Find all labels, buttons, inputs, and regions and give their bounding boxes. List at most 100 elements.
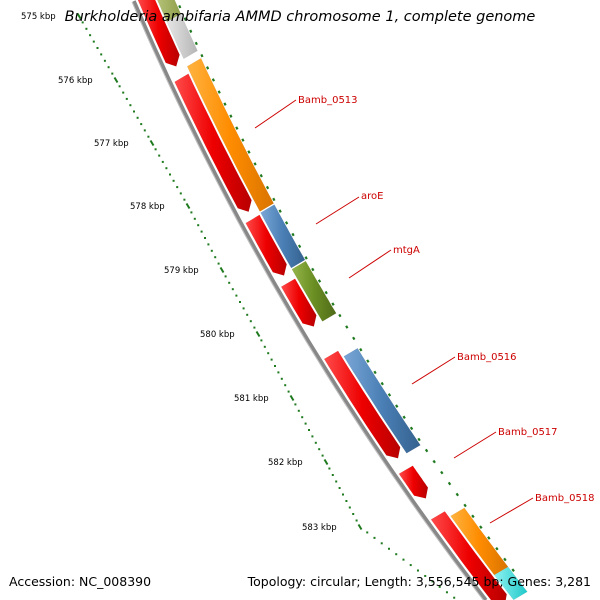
minor-tick — [179, 192, 182, 195]
minor-tick — [217, 262, 220, 265]
gene-features — [137, 0, 528, 600]
accession-text: Accession: NC_008390 — [9, 574, 152, 589]
tick-label: 582 kbp — [268, 458, 303, 468]
minor-tick — [311, 435, 314, 438]
minor-tick — [277, 371, 280, 374]
gene-bamb-0513 — [186, 57, 275, 212]
outer-tick — [223, 102, 227, 106]
minor-tick — [380, 542, 383, 545]
tick-label: 580 kbp — [200, 330, 235, 340]
minor-tick — [147, 135, 150, 138]
outer-tick — [241, 138, 245, 142]
backbone-line — [132, 0, 488, 600]
outer-tick — [511, 568, 515, 572]
outer-tick — [253, 162, 257, 166]
minor-tick — [338, 487, 341, 489]
gene-label[interactable]: mtgA — [393, 245, 420, 256]
minor-tick — [172, 179, 175, 182]
minor-tick — [154, 148, 157, 151]
gene-label[interactable]: Bamb_0516 — [457, 352, 517, 363]
minor-tick — [424, 574, 427, 577]
minor-tick — [260, 339, 263, 342]
major-tick — [289, 394, 295, 402]
gene-label[interactable]: Bamb_0513 — [298, 95, 358, 106]
major-tick — [219, 266, 225, 274]
minor-tick — [89, 34, 92, 37]
outer-tick — [206, 66, 210, 70]
minor-tick — [246, 313, 249, 316]
outer-tick — [265, 185, 270, 190]
minor-tick — [308, 429, 310, 431]
reverse-gene — [245, 214, 287, 276]
major-tick — [357, 523, 363, 531]
tick-label: 581 kbp — [234, 394, 269, 404]
outer-tick — [424, 448, 429, 453]
minor-tick — [96, 47, 99, 49]
minor-tick — [204, 237, 206, 239]
outer-tick — [417, 437, 421, 442]
minor-tick — [335, 480, 338, 483]
outer-tick — [178, 4, 182, 9]
reverse-gene — [174, 73, 252, 213]
minor-tick — [111, 72, 114, 75]
minor-tick — [176, 186, 179, 189]
gene-labels: Bamb_0513 aroE mtgA Bamb_0516 Bamb_0517 Bamb_… — [254, 95, 595, 524]
gene-leader-line — [411, 356, 456, 385]
forward-gene — [166, 13, 198, 60]
gene-leader-line — [254, 99, 297, 129]
minor-tick — [280, 377, 283, 380]
tick-label: 579 kbp — [164, 266, 199, 276]
minor-tick — [143, 129, 146, 132]
outer-tick — [304, 256, 308, 260]
outer-tick — [432, 459, 436, 464]
outer-tick — [200, 53, 204, 58]
backbone-highlight — [131, 1, 484, 600]
minor-tick — [190, 211, 193, 214]
minor-tick — [224, 275, 227, 278]
outer-tick — [311, 267, 315, 272]
minor-tick — [402, 558, 405, 561]
minor-tick — [263, 345, 266, 348]
minor-tick — [345, 500, 348, 502]
major-tick — [323, 458, 329, 466]
outer-tick — [455, 492, 460, 497]
minor-tick — [253, 326, 256, 329]
tick-label: 577 kbp — [94, 139, 129, 149]
minor-tick — [158, 154, 161, 157]
minor-tick — [81, 21, 84, 24]
minor-tick — [294, 403, 297, 406]
tick-label: 583 kbp — [302, 523, 337, 533]
outer-tick — [373, 370, 377, 375]
genome-summary-text: Topology: circular; Length: 3,556,545 bp… — [247, 574, 591, 589]
outer-tick — [402, 415, 406, 420]
outer-tick — [259, 173, 263, 178]
minor-tick — [287, 390, 290, 393]
outer-tick — [503, 557, 507, 562]
tick-label: 575 kbp — [21, 12, 56, 22]
gene-label[interactable]: Bamb_0518 — [535, 493, 595, 504]
minor-tick — [304, 422, 307, 425]
minor-tick — [118, 85, 121, 88]
gene-leader-line — [489, 497, 534, 524]
minor-tick — [133, 110, 135, 113]
outer-tick — [447, 481, 452, 486]
minor-tick — [193, 217, 196, 220]
minor-tick — [321, 454, 324, 457]
gene-bamb-0516 — [343, 347, 421, 454]
outer-tick — [189, 29, 193, 33]
gene-leader-line — [348, 249, 392, 279]
outer-tick — [247, 150, 251, 154]
tick-label: 576 kbp — [58, 76, 93, 86]
minor-tick — [416, 569, 419, 572]
gene-label[interactable]: Bamb_0517 — [498, 427, 558, 438]
outer-tick — [331, 302, 335, 306]
gene-label[interactable]: aroE — [361, 191, 383, 202]
minor-tick — [270, 358, 273, 361]
minor-tick — [438, 585, 441, 588]
major-tick — [255, 330, 261, 338]
minor-tick — [314, 441, 317, 444]
minor-tick — [100, 53, 103, 56]
reverse-gene — [280, 278, 317, 327]
outer-tick — [471, 514, 475, 519]
